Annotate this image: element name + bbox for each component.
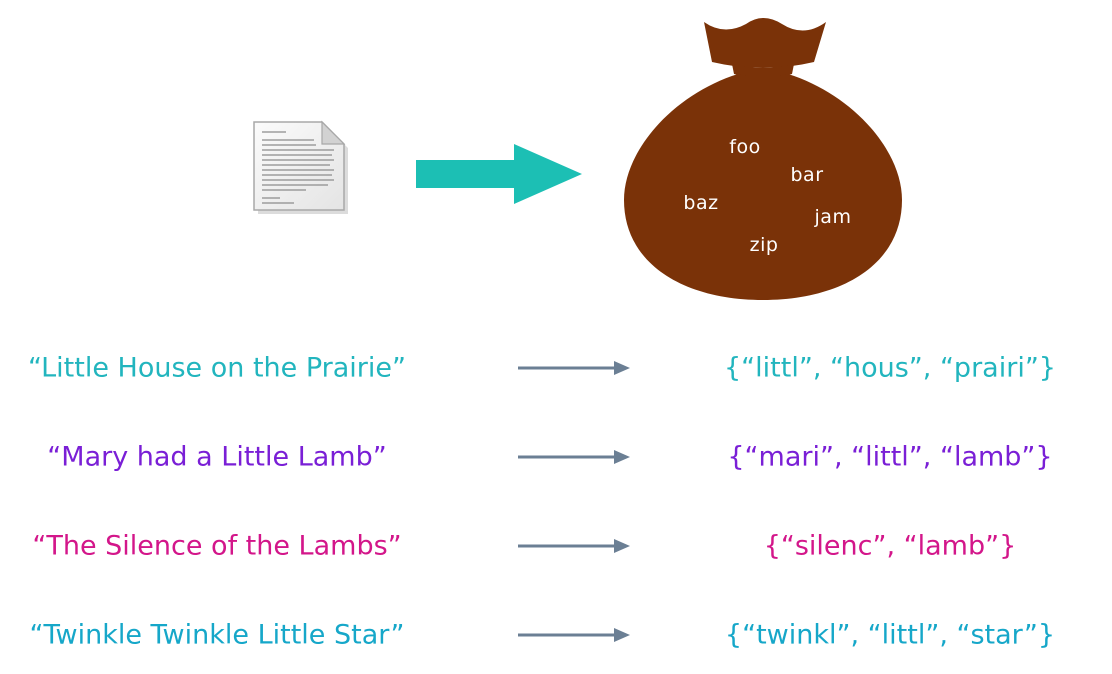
example-row: “Twinkle Twinkle Little Star” {“twinkl”,… [0, 605, 1112, 665]
bag-word-jam: jam [814, 206, 852, 228]
example-row: “Mary had a Little Lamb” {“mari”, “littl… [0, 427, 1112, 487]
stems-set: {“littl”, “hous”, “prairi”} [724, 352, 1056, 384]
stems-set: {“mari”, “littl”, “lamb”} [727, 441, 1053, 473]
bag-knot [704, 18, 826, 68]
stems-set: {“twinkl”, “littl”, “star”} [724, 619, 1056, 651]
title-text: “The Silence of the Lambs” [32, 530, 402, 562]
bag-word-baz: baz [683, 192, 719, 214]
document-icon [253, 120, 348, 214]
stems-set: {“silenc”, “lamb”} [763, 530, 1017, 562]
stemming-examples: “Little House on the Prairie” {“littl”, … [0, 320, 1112, 674]
row-arrow-icon [518, 450, 630, 464]
bag-word-zip: zip [749, 234, 779, 256]
title-text: “Little House on the Prairie” [27, 352, 407, 384]
row-arrow-icon [518, 628, 630, 642]
title-text: “Twinkle Twinkle Little Star” [29, 619, 405, 651]
row-arrow-icon [518, 361, 630, 375]
example-row: “The Silence of the Lambs” {“silenc”, “l… [0, 516, 1112, 576]
bag-of-words-illustration: foo bar baz jam zip [0, 0, 1112, 320]
bag-word-foo: foo [729, 136, 761, 158]
bag-body [624, 74, 902, 300]
row-arrow-icon [518, 539, 630, 553]
bag-neck [732, 64, 794, 78]
transform-arrow [416, 144, 582, 204]
example-row: “Little House on the Prairie” {“littl”, … [0, 338, 1112, 398]
arrow-shape [416, 144, 582, 204]
bag-word-bar: bar [790, 164, 824, 186]
word-bag [624, 18, 902, 300]
title-text: “Mary had a Little Lamb” [47, 441, 387, 473]
